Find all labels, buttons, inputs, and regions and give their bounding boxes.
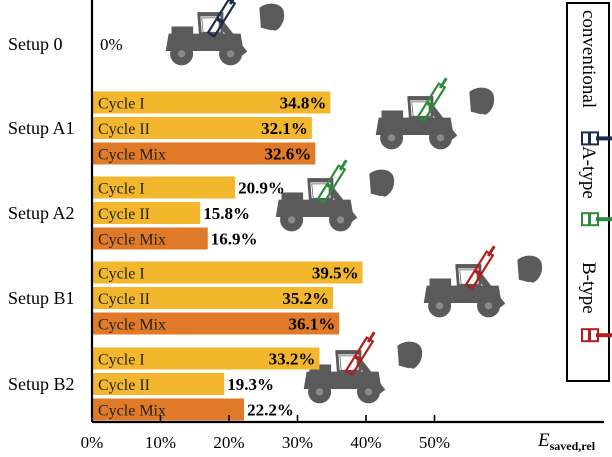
- setup-label-setup-b2: Setup B2: [8, 374, 75, 394]
- bar-setup-a2-cycle-i: [92, 176, 236, 199]
- x-axis-label: Esaved,rel: [537, 430, 596, 453]
- setup-label-setup-a2: Setup A2: [8, 203, 75, 223]
- bar-setup-a1-cycle-ii: [92, 117, 312, 139]
- legend-cylinder-icon-b-type: [581, 328, 612, 343]
- bar-value-label-setup-a2-cycle-mix: 16.9%: [211, 230, 258, 249]
- bar-setup-b2-cycle-i: [92, 347, 320, 370]
- bar-value-label-setup-a1-cycle-ii: 32.1%: [261, 119, 308, 138]
- loader-illustration-setup-0: [164, 0, 286, 67]
- bar-value-label-setup-b2-cycle-ii: 19.3%: [227, 375, 274, 394]
- setup-label-setup-0: Setup 0: [8, 34, 63, 54]
- bar-setup-a1-cycle-i: [92, 91, 331, 114]
- loader-illustration-setup-b1: [422, 245, 544, 319]
- setup-label-setup-a1: Setup A1: [8, 118, 75, 138]
- legend-item-a-type: A-type: [578, 146, 612, 227]
- bar-cycle-label-setup-b1-cycle-mix: Cycle Mix: [98, 317, 166, 334]
- legend-label-conventional: conventional: [578, 10, 599, 108]
- x-tick-label-0: 0%: [81, 433, 104, 452]
- bar-value-label-setup-a2-cycle-ii: 15.8%: [203, 204, 250, 223]
- bar-value-label-setup-b1-cycle-i: 39.5%: [312, 264, 359, 283]
- bar-setup-b2-cycle-ii: [92, 373, 225, 395]
- bar-cycle-label-setup-a2-cycle-ii: Cycle II: [98, 206, 150, 223]
- loader-illustration-setup-a2: [274, 159, 396, 233]
- bar-value-label-setup-a2-cycle-i: 20.9%: [238, 179, 285, 198]
- loader-illustration-setup-b2: [302, 331, 424, 405]
- setup-label-setup-b1: Setup B1: [8, 288, 75, 308]
- bar-value-label-setup-b2-cycle-i: 33.2%: [269, 350, 316, 369]
- bar-cycle-label-setup-a1-cycle-i: Cycle I: [98, 96, 145, 113]
- bar-setup-b1-cycle-i: [92, 261, 363, 284]
- bar-value-label-setup-a1-cycle-mix: 32.6%: [265, 145, 312, 164]
- legend-item-conventional: conventional: [578, 10, 612, 146]
- x-tick-label-10: 10%: [145, 433, 176, 452]
- bar-setup-b1-cycle-ii: [92, 287, 334, 309]
- bar-cycle-label-setup-a2-cycle-i: Cycle I: [98, 181, 145, 198]
- value-label-setup-0: 0%: [100, 35, 123, 54]
- bar-value-label-setup-b1-cycle-ii: 35.2%: [282, 289, 329, 308]
- bar-cycle-label-setup-a1-cycle-ii: Cycle II: [98, 121, 150, 138]
- cylinder-highlight-setup-a2: [316, 159, 348, 204]
- bar-cycle-label-setup-a1-cycle-mix: Cycle Mix: [98, 147, 166, 164]
- bar-setup-b1-cycle-mix: [92, 312, 340, 335]
- loader-icon: [302, 340, 424, 405]
- bar-value-label-setup-b1-cycle-mix: 36.1%: [289, 315, 336, 334]
- x-tick-label-20: 20%: [213, 433, 244, 452]
- loader-illustration-setup-a1: [374, 77, 496, 151]
- cylinder-highlight-setup-b2: [344, 331, 376, 376]
- bar-cycle-label-setup-b1-cycle-i: Cycle I: [98, 266, 145, 283]
- x-tick-label-40: 40%: [350, 433, 381, 452]
- x-tick-label-50: 50%: [419, 433, 450, 452]
- bar-setup-b2-cycle-mix: [92, 398, 245, 421]
- bar-setup-a2-cycle-ii: [92, 202, 201, 224]
- legend-cylinder-icon-a-type: [581, 212, 612, 227]
- bar-value-label-setup-a1-cycle-i: 34.8%: [280, 94, 327, 113]
- loader-icon: [274, 168, 396, 233]
- cylinder-highlight-setup-a1: [416, 77, 448, 122]
- loader-icon: [164, 2, 286, 67]
- bar-cycle-label-setup-b2-cycle-ii: Cycle II: [98, 377, 150, 394]
- cylinder-highlight-setup-b1: [464, 245, 496, 290]
- bar-setup-a1-cycle-mix: [92, 142, 316, 165]
- legend-cylinder-icon-conventional: [581, 131, 612, 146]
- bar-value-label-setup-b2-cycle-mix: 22.2%: [247, 401, 294, 420]
- cylinder-highlight-setup-0: [206, 0, 238, 38]
- loader-icon: [374, 86, 496, 151]
- legend-label-a-type: A-type: [578, 146, 599, 199]
- legend-label-b-type: B-type: [578, 262, 599, 314]
- loader-icon: [422, 254, 544, 319]
- x-tick-label-30: 30%: [282, 433, 313, 452]
- bar-setup-a2-cycle-mix: [92, 227, 208, 250]
- bar-cycle-label-setup-b2-cycle-i: Cycle I: [98, 352, 145, 369]
- bar-cycle-label-setup-b2-cycle-mix: Cycle Mix: [98, 403, 166, 420]
- legend-item-b-type: B-type: [578, 262, 612, 343]
- bar-cycle-label-setup-a2-cycle-mix: Cycle Mix: [98, 232, 166, 249]
- bar-cycle-label-setup-b1-cycle-ii: Cycle II: [98, 291, 150, 308]
- legend-box: [566, 2, 610, 382]
